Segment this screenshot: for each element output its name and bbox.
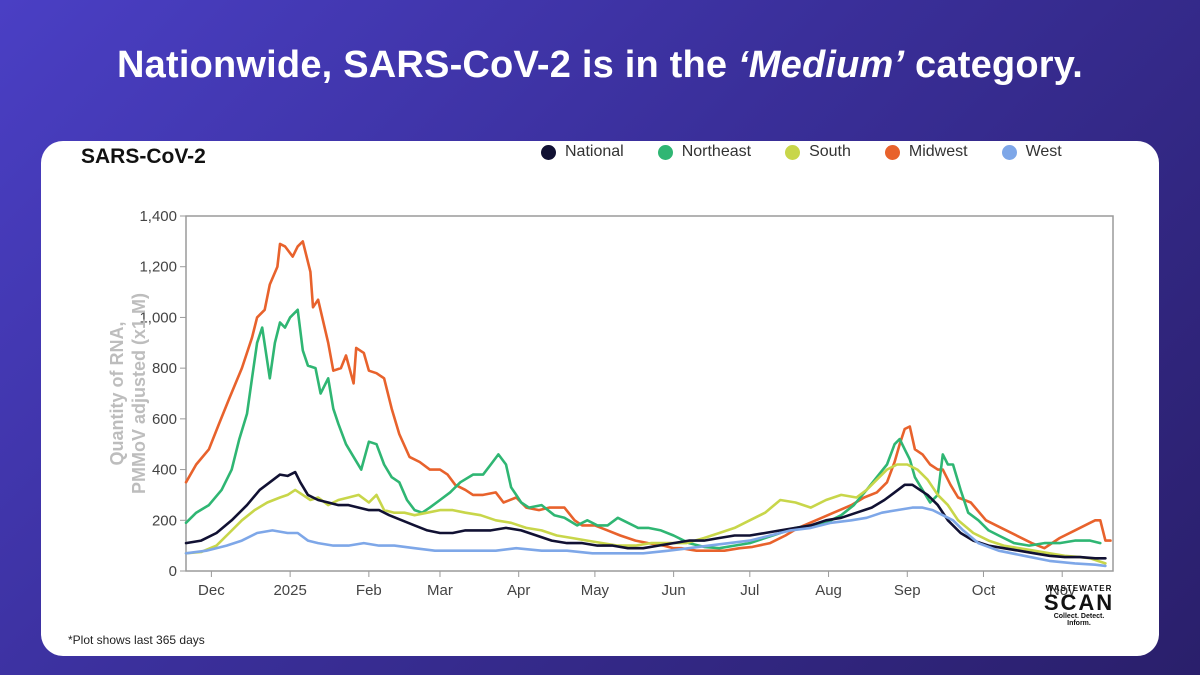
wastewaterscan-logo: WASTEWATER SCAN Collect. Detect. Inform. bbox=[1041, 584, 1117, 627]
x-tick-label: Jul bbox=[740, 582, 759, 599]
line-chart: 0 200 400 600 800 1,000 1,200 1,400 Dec 2025 Feb Ma… bbox=[107, 208, 1114, 599]
x-tick-label: Aug bbox=[815, 582, 842, 599]
legend-item-northeast[interactable]: Northeast bbox=[657, 143, 752, 161]
x-tick-label: Oct bbox=[972, 582, 996, 599]
x-tick-label: Feb bbox=[356, 582, 382, 599]
x-tick-label: 2025 bbox=[273, 582, 306, 599]
x-tick-label: Sep bbox=[894, 582, 921, 599]
plot-frame bbox=[185, 215, 1114, 572]
legend-dot-national bbox=[541, 144, 556, 160]
y-tick-label: 0 bbox=[169, 563, 177, 580]
headline: Nationwide, SARS-CoV-2 is in the ‘Medium… bbox=[0, 44, 1200, 87]
headline-suffix: category. bbox=[904, 44, 1083, 86]
legend-label-midwest: Midwest bbox=[908, 143, 968, 160]
x-tick-label: Jun bbox=[662, 582, 686, 599]
x-tick-label: Nov bbox=[1049, 582, 1076, 599]
legend-label-northeast: Northeast bbox=[681, 143, 752, 160]
legend-item-south[interactable]: South bbox=[785, 143, 851, 161]
series-line-northeast bbox=[184, 308, 1102, 550]
legend-label-south: South bbox=[809, 143, 851, 160]
y-tick-label: 1,400 bbox=[139, 208, 177, 225]
chart-card: SARS-CoV-2 National Northeast South Midw… bbox=[41, 141, 1159, 656]
legend-label-national: National bbox=[565, 143, 624, 160]
headline-emphasis: ‘Medium’ bbox=[738, 44, 905, 86]
logo-tagline: Collect. Detect. Inform. bbox=[1053, 613, 1105, 627]
y-tick-label: 1,000 bbox=[139, 309, 177, 326]
y-tick-label: 1,200 bbox=[139, 259, 177, 276]
legend-label-west: West bbox=[1025, 143, 1062, 160]
headline-text: Nationwide, SARS-CoV-2 is in the bbox=[117, 44, 739, 86]
y-axis-label: Quantity of RNA, PMMoV adjusted (x1 M) bbox=[107, 293, 149, 494]
x-tick-label: May bbox=[581, 582, 610, 599]
legend-item-national[interactable]: National bbox=[541, 143, 624, 161]
legend-dot-west bbox=[1001, 144, 1017, 160]
y-tick-label: 800 bbox=[152, 360, 177, 377]
legend-dot-midwest bbox=[884, 144, 900, 160]
logo-main-text: SCAN bbox=[1043, 590, 1115, 615]
y-tick-label: 400 bbox=[152, 462, 177, 479]
legend-item-midwest[interactable]: Midwest bbox=[884, 143, 968, 161]
x-tick-label: Apr bbox=[507, 582, 530, 599]
chart-legend: National Northeast South Midwest West bbox=[541, 143, 1062, 161]
series-line-west bbox=[184, 506, 1107, 568]
y-tick-label: 200 bbox=[152, 512, 177, 529]
legend-dot-northeast bbox=[657, 144, 673, 160]
legend-dot-south bbox=[785, 144, 801, 160]
chart-title: SARS-CoV-2 bbox=[81, 145, 206, 168]
footnote: *Plot shows last 365 days bbox=[68, 633, 205, 647]
x-tick-label: Dec bbox=[198, 582, 225, 599]
y-tick-label: 600 bbox=[152, 411, 177, 428]
series-line-midwest bbox=[184, 240, 1112, 553]
x-tick-label: Mar bbox=[427, 582, 453, 599]
logo-top-text: WASTEWATER bbox=[1045, 584, 1113, 593]
legend-item-west[interactable]: West bbox=[1001, 143, 1062, 161]
series-line-national bbox=[184, 470, 1107, 560]
